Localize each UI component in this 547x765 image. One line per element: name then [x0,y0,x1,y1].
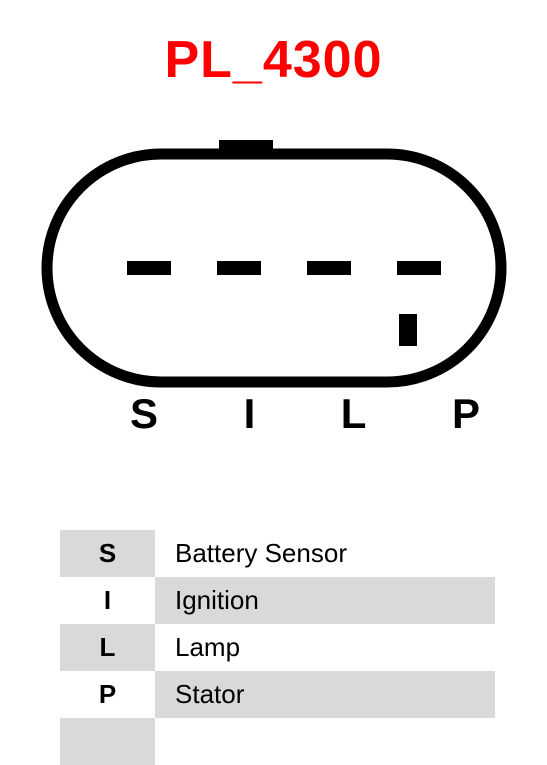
legend-key: L [60,624,155,671]
legend-val [155,718,495,765]
legend-val: Battery Sensor [155,530,495,577]
legend-row [60,718,495,765]
legend-key: S [60,530,155,577]
legend-val: Ignition [155,577,495,624]
part-number-title: PL_4300 [0,30,547,90]
pin-label-p: P [452,390,480,438]
connector-svg [39,140,509,390]
pin-legend-table: S Battery Sensor I Ignition L Lamp P Sta… [60,530,495,765]
legend-row: I Ignition [60,577,495,624]
pin-label-s: S [130,390,158,438]
legend-val: Stator [155,671,495,718]
pin-label-i: I [244,390,256,438]
legend-row: S Battery Sensor [60,530,495,577]
legend-row: P Stator [60,671,495,718]
legend-row: L Lamp [60,624,495,671]
legend-key [60,718,155,765]
legend-key: I [60,577,155,624]
pin-label-row: S I L P [78,390,532,438]
pin-label-l: L [341,390,367,438]
legend-val: Lamp [155,624,495,671]
connector-diagram [0,140,547,395]
legend-key: P [60,671,155,718]
